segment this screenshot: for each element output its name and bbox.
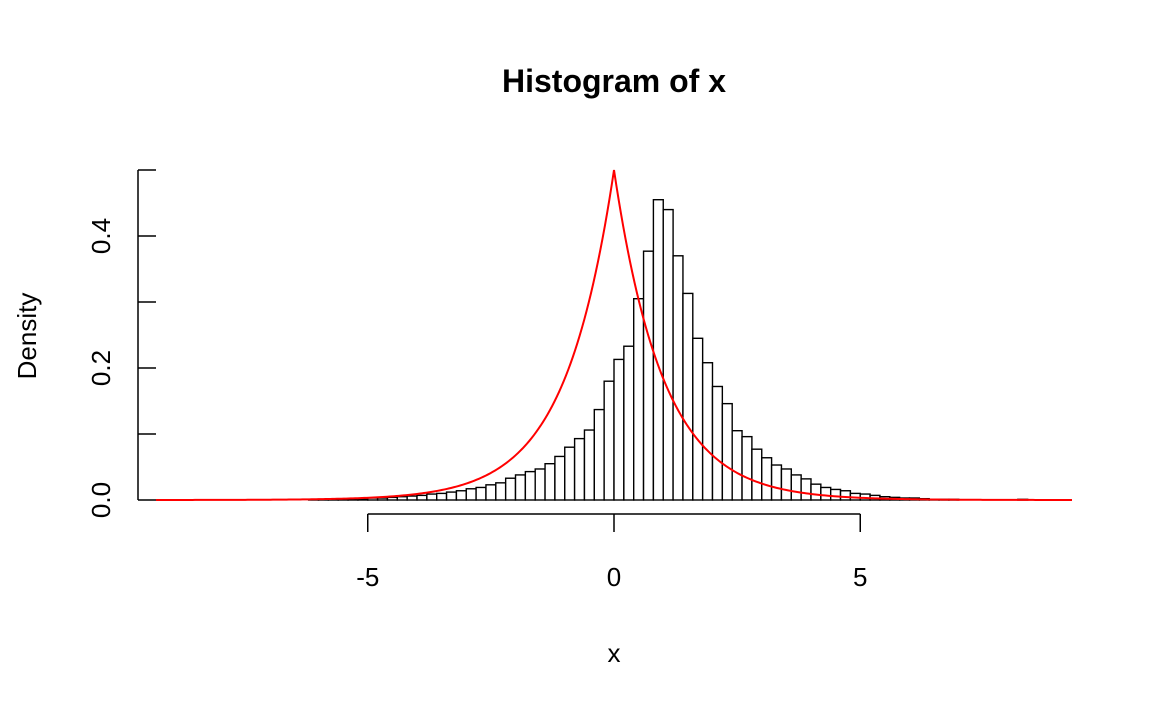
histogram-bar (642, 250, 655, 501)
histogram-bar (495, 482, 507, 501)
histogram-bar (593, 408, 605, 501)
x-axis: -5 0 5 (356, 513, 867, 592)
histogram-bar (711, 385, 724, 501)
y-tick-label: 0.2 (86, 350, 116, 386)
histogram-bar (416, 494, 428, 501)
histogram-bar (396, 496, 408, 501)
histogram-bar (770, 464, 783, 501)
histogram-bar (534, 468, 546, 501)
histogram-bar (426, 493, 438, 501)
x-axis-label: x (608, 638, 621, 668)
histogram-bar (544, 463, 556, 501)
histogram-bar (524, 470, 536, 501)
histogram-bar (514, 474, 527, 501)
histogram-bar (839, 490, 852, 501)
x-tick-label: 0 (607, 562, 621, 592)
density-line (156, 169, 1072, 501)
histogram-bar (386, 496, 399, 501)
histogram-bar (810, 483, 822, 501)
histogram-bar (554, 455, 566, 501)
x-tick-label: -5 (356, 562, 379, 592)
y-axis-label: Density (12, 293, 42, 380)
histogram-bar (682, 292, 694, 501)
histogram-bar (455, 490, 467, 501)
histogram-bar (573, 437, 586, 501)
histogram-bar (564, 446, 576, 501)
histogram-bar (465, 488, 477, 501)
histogram-bar (721, 402, 733, 501)
histogram-bar (800, 478, 812, 501)
histogram-bar (790, 474, 802, 501)
histogram-bar (652, 198, 664, 501)
histogram-bar (436, 492, 448, 501)
histogram-bar (780, 468, 792, 501)
histogram-bar (504, 477, 517, 501)
histogram-bar (485, 484, 497, 501)
histogram-bar (731, 430, 743, 501)
histogram-bar (406, 495, 418, 501)
histogram-bars (307, 198, 1029, 501)
y-tick-label: 0.0 (86, 482, 116, 518)
histogram-bar (603, 380, 615, 501)
histogram-bar (829, 488, 842, 501)
histogram-bar (623, 345, 635, 501)
histogram-bar (820, 486, 832, 501)
histogram-bar (692, 337, 704, 501)
histogram-bar (751, 448, 763, 501)
x-tick-label: 5 (853, 562, 867, 592)
histogram-bar (376, 497, 389, 501)
histogram-bar (672, 255, 684, 501)
y-axis: 0.0 0.2 0.4 (86, 169, 156, 518)
density-curve-layer (156, 169, 1072, 501)
histogram-bar (475, 486, 487, 501)
histogram-bar (445, 491, 458, 501)
histogram-bar (761, 457, 773, 501)
histogram-bar (613, 358, 625, 501)
histogram-bar (632, 298, 645, 501)
histogram-bar (662, 208, 674, 501)
chart-title: Histogram of x (502, 63, 726, 99)
histogram-bar (583, 429, 596, 501)
y-tick-label: 0.4 (86, 218, 116, 254)
histogram-bar (741, 435, 753, 501)
histogram-bar (701, 362, 714, 501)
